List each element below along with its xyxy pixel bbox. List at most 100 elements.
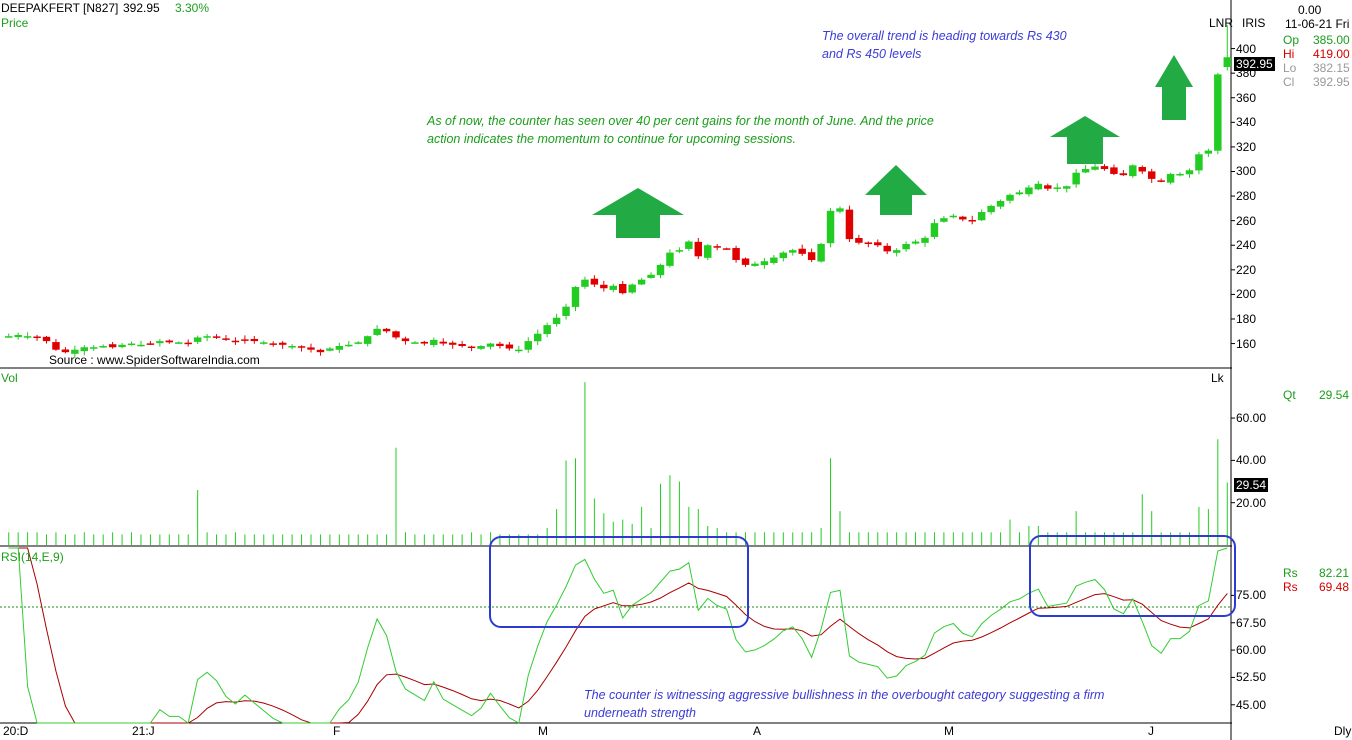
- price-tick-label: 240: [1236, 238, 1257, 253]
- candle-body: [401, 338, 410, 342]
- price-tick-label: 220: [1236, 262, 1257, 277]
- price-tick-label: 300: [1236, 164, 1257, 179]
- rsi-signal-value: 69.48: [1319, 580, 1350, 594]
- candle-body: [52, 342, 60, 350]
- price-tick-label: 180: [1236, 311, 1257, 326]
- candle-body: [807, 252, 816, 260]
- candle-body: [1072, 172, 1080, 185]
- candle-body: [71, 349, 79, 354]
- candle-body: [146, 343, 155, 345]
- rsi-line-label: Rs: [1283, 566, 1298, 580]
- price-panel-label: Price: [1, 16, 29, 30]
- candle-body: [222, 338, 230, 340]
- candle-body: [817, 244, 825, 262]
- candle-body: [33, 336, 41, 339]
- price-tick-label: 260: [1236, 213, 1257, 228]
- candle-body: [373, 328, 381, 335]
- candle-body: [855, 238, 863, 243]
- rsi-signal-label: Rs: [1283, 580, 1298, 594]
- candle-body: [420, 341, 429, 344]
- candle-body: [779, 252, 788, 259]
- candle-body: [883, 245, 891, 252]
- candle-body: [959, 216, 967, 220]
- candle-body: [609, 285, 617, 290]
- price-current-value: 392.95: [1234, 57, 1275, 71]
- candle-body: [902, 244, 910, 250]
- rsi-tick-label: 52.50: [1236, 670, 1267, 685]
- price-candles: [5, 25, 1231, 359]
- candle-body: [628, 284, 636, 293]
- candle-body: [798, 248, 806, 254]
- candle-body: [1053, 187, 1061, 189]
- x-axis-label: A: [753, 724, 762, 738]
- price-tick-label: 200: [1236, 287, 1257, 302]
- candle-body: [1166, 173, 1175, 183]
- candle-body: [533, 333, 542, 342]
- candle-body: [637, 279, 646, 285]
- candle-body: [278, 342, 287, 345]
- volume-panel-label: Vol: [1, 371, 18, 385]
- candle-body: [751, 263, 759, 266]
- candle-body: [977, 212, 986, 221]
- candle-body: [354, 342, 362, 344]
- candle-body: [297, 346, 306, 348]
- candle-body: [987, 205, 995, 213]
- candle-body: [212, 336, 221, 338]
- candle-body: [940, 218, 948, 222]
- candle-body: [685, 241, 693, 249]
- candle-body: [184, 342, 192, 345]
- ohlc-label-op: Op: [1283, 33, 1300, 47]
- rsi-lines: [8, 547, 1228, 724]
- up-arrow-icon: [1155, 55, 1193, 120]
- symbol-name: DEEPAKFERT [N827]: [1, 1, 119, 15]
- candle-body: [675, 250, 684, 252]
- candle-body: [836, 208, 844, 212]
- candle-body: [1195, 154, 1203, 171]
- candle-body: [911, 241, 920, 244]
- candle-body: [448, 342, 457, 345]
- x-axis-label: J: [1148, 724, 1154, 738]
- rsi-tick-label: 45.00: [1236, 697, 1267, 712]
- annotation-arrows: [592, 55, 1193, 238]
- price-tick-label: 320: [1236, 139, 1257, 154]
- candle-body: [515, 349, 523, 352]
- candle-body: [1185, 170, 1194, 175]
- qt-value: 29.54: [1319, 388, 1350, 402]
- up-arrow-icon: [1050, 116, 1120, 164]
- candle-body: [704, 245, 712, 258]
- candle-body: [1119, 173, 1128, 176]
- price-tick-label: 400: [1236, 41, 1257, 56]
- x-axis-label: 20:D: [3, 724, 29, 738]
- candle-body: [241, 339, 249, 341]
- candle-body: [968, 219, 976, 222]
- candle-body: [1129, 165, 1137, 177]
- candle-body: [1044, 185, 1052, 189]
- rsi-annotation: The counter is witnessing aggressive bul…: [584, 688, 1105, 720]
- ohlc-label-cl: Cl: [1283, 75, 1295, 89]
- rsi-line-value: 82.21: [1319, 566, 1350, 580]
- x-axis-label: 21:J: [132, 724, 155, 738]
- candle-body: [694, 241, 703, 257]
- candle-body: [1176, 173, 1184, 176]
- candle-body: [562, 306, 570, 316]
- candle-body: [1214, 74, 1222, 151]
- candle-body: [1091, 166, 1099, 170]
- x-axis-label: M: [538, 724, 548, 738]
- candle-body: [543, 325, 551, 335]
- rsi-tick-label: 75.00: [1236, 588, 1267, 603]
- candle-body: [307, 347, 315, 350]
- source-text: Source : www.SpiderSoftwareIndia.com: [49, 353, 260, 367]
- candle-body: [486, 343, 495, 347]
- candle-body: [90, 347, 98, 349]
- candle-body: [118, 344, 126, 348]
- ohlc-value-op: 385.00: [1313, 33, 1350, 47]
- candle-body: [5, 336, 13, 338]
- candle-body: [165, 340, 174, 343]
- candle-body: [382, 328, 391, 332]
- rsi-highlight-box-1: [489, 536, 749, 628]
- period-label: Dly: [1334, 724, 1352, 738]
- rsi-panel-label: RSI(14,E,9): [1, 550, 64, 564]
- candle-body: [713, 246, 721, 248]
- candle-body: [288, 346, 296, 348]
- gain-annotation: As of now, the counter has seen over 40 …: [427, 114, 934, 146]
